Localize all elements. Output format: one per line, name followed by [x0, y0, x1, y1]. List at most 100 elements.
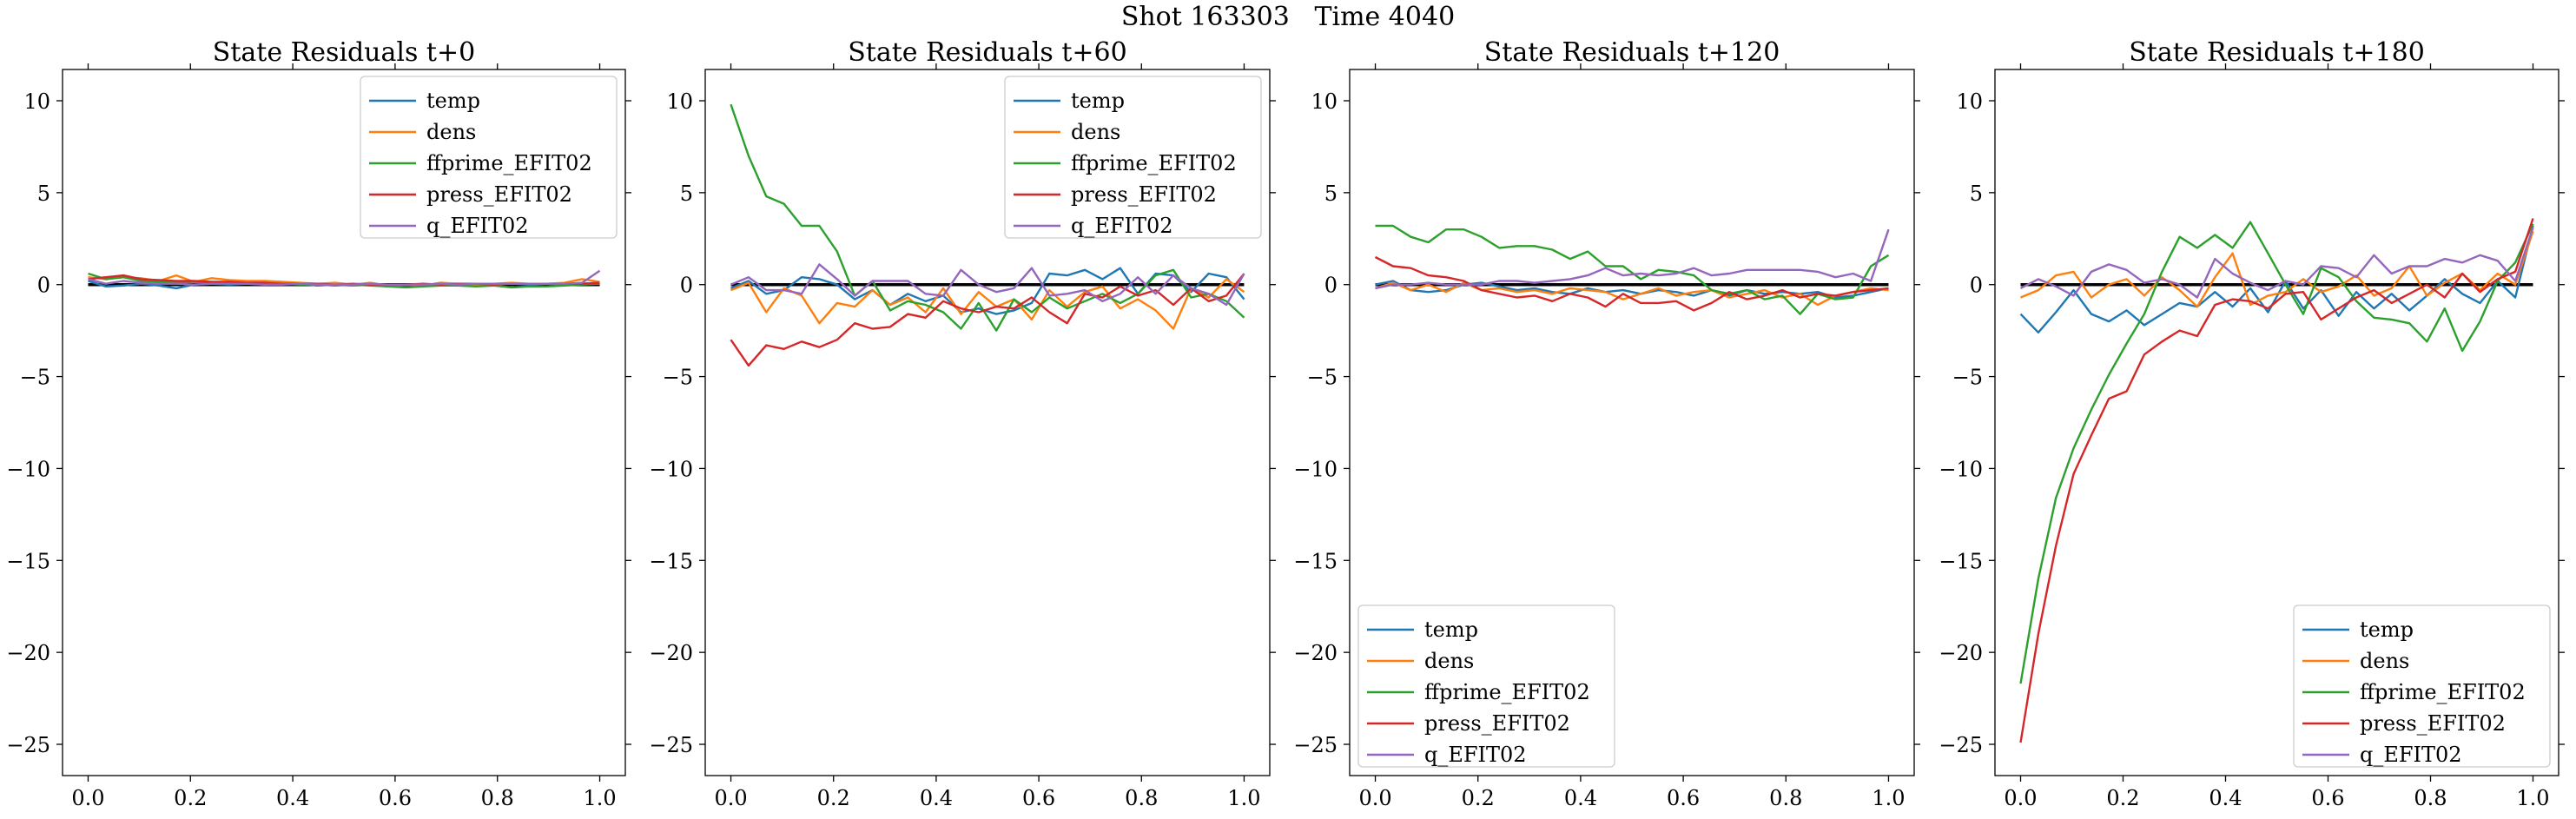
y-tick-label: −25 [649, 733, 693, 757]
series-line-dens [2020, 230, 2534, 308]
y-tick-label: −10 [649, 457, 693, 481]
y-tick-label: 0 [1970, 274, 1983, 298]
y-tick-label: −15 [1939, 549, 1983, 573]
subplot-title: State Residuals t+180 [2129, 37, 2425, 68]
legend-box [360, 76, 618, 239]
y-tick-label: 5 [1324, 182, 1338, 206]
y-tick-label: 0 [1324, 274, 1338, 298]
y-tick-label: −20 [6, 641, 50, 665]
legend-label-dens: dens [1071, 120, 1120, 144]
legend: temp dens ffprime_EFIT02 press_EFIT02 q_EFIT… [360, 76, 618, 239]
legend-label-press_EFIT02: press_EFIT02 [1071, 182, 1217, 207]
series-line-press_EFIT02 [730, 273, 1245, 367]
x-tick-label: 0.0 [1358, 786, 1391, 810]
subplot-4: State Residuals t+180 0.0 0.2 0.4 0.6 0.8 1.0 1… [1939, 37, 2565, 810]
axes-frame [62, 69, 626, 776]
y-tick-label: 5 [1970, 182, 1983, 206]
legend-label-ffprime_EFIT02: ffprime_EFIT02 [1071, 151, 1237, 175]
y-tick-label: −15 [6, 549, 50, 573]
y-tick-label: 10 [666, 89, 693, 114]
legend-label-temp: temp [426, 89, 480, 113]
legend-label-press_EFIT02: press_EFIT02 [426, 182, 572, 207]
y-tick-label: −20 [1293, 641, 1338, 665]
subplot-title: State Residuals t+120 [1484, 37, 1780, 68]
y-tick-label: −20 [649, 641, 693, 665]
x-tick-label: 0.0 [71, 786, 104, 810]
y-tick-label: 5 [37, 182, 50, 206]
series-line-temp [2019, 225, 2534, 334]
legend-label-q_EFIT02: q_EFIT02 [426, 214, 529, 238]
figure-title: Shot 163303 Time 4040 [1120, 2, 1456, 32]
y-tick-label: 10 [1956, 89, 1983, 114]
series-line-dens [730, 278, 1245, 330]
legend-label-temp: temp [1424, 618, 1478, 642]
legend-box [1004, 76, 1262, 239]
x-tick-label: 0.2 [1462, 786, 1495, 810]
x-tick-label: 0.0 [2004, 786, 2037, 810]
legend-label-ffprime_EFIT02: ffprime_EFIT02 [426, 151, 592, 175]
legend-label-dens: dens [2360, 649, 2409, 673]
x-tick-label: 0.8 [2414, 786, 2447, 810]
x-tick-label: 0.8 [1769, 786, 1802, 810]
y-tick-label: 0 [37, 274, 50, 298]
y-tick-label: −10 [1293, 457, 1338, 481]
subplot-3: State Residuals t+120 0.0 0.2 0.4 0.6 0.8 1.0 1… [1293, 37, 1920, 810]
x-tick-label: 0.8 [481, 786, 514, 810]
series-line-ffprime_EFIT02 [2019, 221, 2534, 684]
legend-label-ffprime_EFIT02: ffprime_EFIT02 [2360, 680, 2526, 704]
legend: temp dens ffprime_EFIT02 press_EFIT02 q_EFIT… [1357, 604, 1615, 768]
x-tick-label: 0.4 [920, 786, 953, 810]
subplot-title: State Residuals t+0 [213, 37, 475, 68]
legend-label-q_EFIT02: q_EFIT02 [1071, 214, 1173, 238]
x-tick-label: 1.0 [2516, 786, 2549, 810]
y-tick-label: 5 [680, 182, 693, 206]
y-tick-label: −5 [1952, 366, 1983, 390]
x-tick-label: 0.4 [2209, 786, 2242, 810]
legend-box [1357, 604, 1615, 768]
legend-label-temp: temp [1071, 89, 1125, 113]
legend-label-temp: temp [2360, 618, 2414, 642]
subplot-title: State Residuals t+60 [848, 37, 1126, 68]
y-tick-label: −5 [1307, 366, 1338, 390]
x-tick-label: 0.2 [2106, 786, 2139, 810]
subplot-1: State Residuals t+0 0.0 0.2 0.4 0.6 0.8 1.0 10 5… [6, 37, 631, 810]
axes-frame [1994, 69, 2559, 776]
x-tick-label: 0.6 [379, 786, 412, 810]
x-tick-label: 0.6 [1022, 786, 1055, 810]
x-tick-label: 1.0 [583, 786, 616, 810]
x-tick-label: 0.2 [174, 786, 207, 810]
legend-box [2293, 604, 2551, 768]
x-tick-label: 0.4 [276, 786, 309, 810]
legend-label-ffprime_EFIT02: ffprime_EFIT02 [1424, 680, 1590, 704]
series-line-ffprime_EFIT02 [1375, 224, 1890, 315]
legend-label-dens: dens [1424, 649, 1474, 673]
subplot-2: State Residuals t+60 0.0 0.2 0.4 0.6 0.8 1.0 10… [649, 37, 1276, 810]
series-line-ffprime_EFIT02 [730, 103, 1245, 332]
series-line-q_EFIT02 [2019, 227, 2534, 299]
x-tick-label: 1.0 [1872, 786, 1905, 810]
series-line-press_EFIT02 [1374, 255, 1889, 312]
y-tick-label: −25 [1939, 733, 1983, 757]
legend-label-dens: dens [426, 120, 476, 144]
axes-frame [704, 69, 1271, 776]
y-tick-label: −10 [1939, 457, 1983, 481]
axes-frame [1349, 69, 1915, 776]
legend-label-q_EFIT02: q_EFIT02 [1424, 743, 1527, 767]
x-tick-label: 0.6 [1667, 786, 1700, 810]
x-tick-label: 0.2 [817, 786, 850, 810]
y-tick-label: −5 [20, 366, 50, 390]
y-tick-label: −20 [1939, 641, 1983, 665]
legend-label-press_EFIT02: press_EFIT02 [1424, 711, 1570, 736]
y-tick-label: −25 [6, 733, 50, 757]
x-tick-label: 0.4 [1564, 786, 1597, 810]
y-tick-label: −15 [1293, 549, 1338, 573]
y-tick-label: −25 [1293, 733, 1338, 757]
x-tick-label: 1.0 [1227, 786, 1260, 810]
series-line-q_EFIT02 [1375, 228, 1890, 290]
legend: temp dens ffprime_EFIT02 press_EFIT02 q_EFIT… [2293, 604, 2551, 768]
series-line-q_EFIT02 [730, 263, 1245, 307]
series-line-press_EFIT02 [2019, 218, 2534, 743]
x-tick-label: 0.8 [1125, 786, 1158, 810]
y-tick-label: −15 [649, 549, 693, 573]
